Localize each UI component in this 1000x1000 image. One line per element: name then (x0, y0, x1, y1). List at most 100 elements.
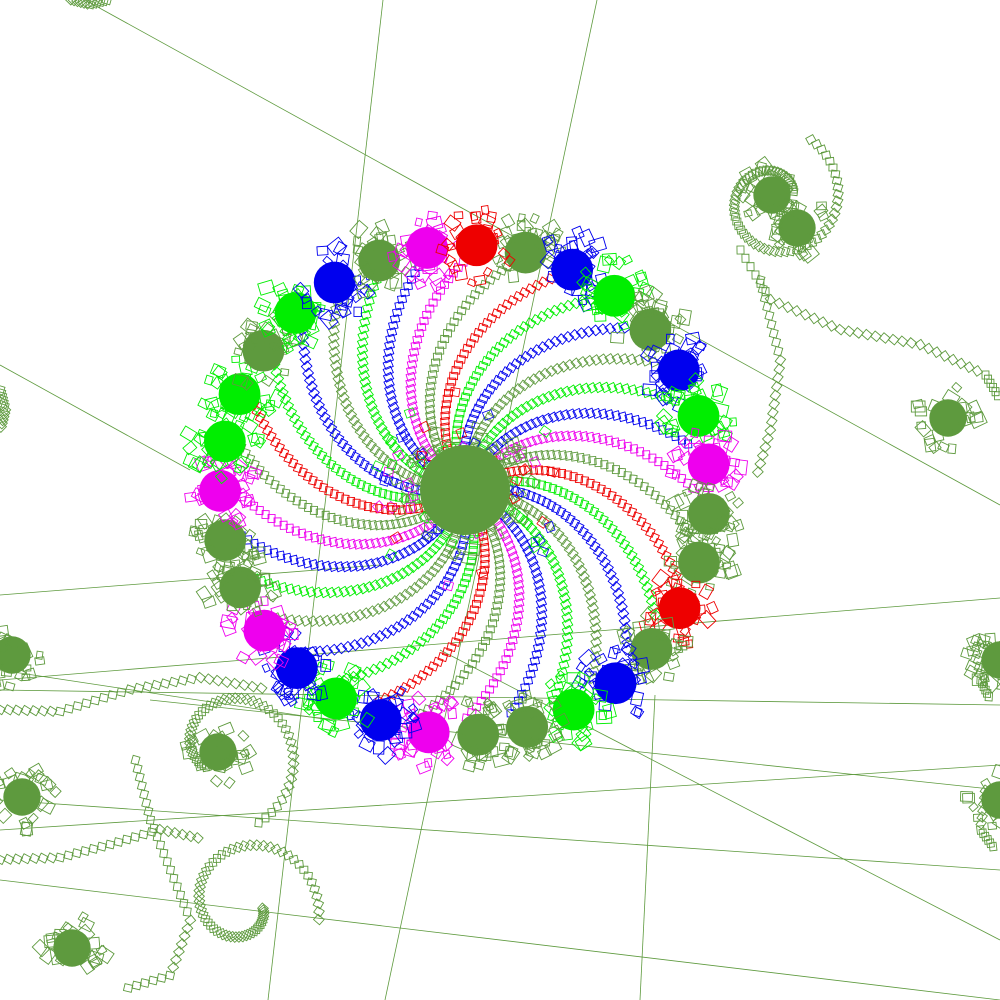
ring-arm-link (341, 442, 353, 454)
ring-cluster-squiggle (595, 710, 613, 725)
ring-arm-link (362, 519, 372, 530)
ring-arm-link (516, 534, 529, 547)
tail-spiral-link (830, 201, 843, 214)
ring-arm-link (624, 412, 635, 424)
ring-arm-link (459, 578, 470, 588)
ring-cluster-squiggle (420, 258, 436, 272)
ring-cluster-squiggle (516, 220, 526, 231)
ring-arm-link (383, 377, 395, 389)
ring-arm-link (596, 484, 606, 495)
ring-arm-link (327, 560, 339, 573)
tail-spiral-link (812, 233, 823, 245)
hub-squiggle (418, 420, 431, 434)
ring-arm (467, 352, 660, 452)
ring-cluster-squiggle (634, 269, 647, 283)
ring-arm-link (386, 327, 398, 338)
ring-cluster-squiggle (685, 539, 696, 549)
satellite-cluster-squiggle (94, 944, 115, 965)
tail-curve-link (162, 856, 172, 867)
satellite-cluster-squiggle (239, 748, 251, 759)
ring-arm-link (299, 429, 312, 442)
ring-arm-link (405, 585, 417, 598)
ring-cluster-squiggle (641, 670, 655, 685)
connector-line (639, 694, 656, 1000)
ring-cluster-squiggle (196, 428, 207, 438)
tail-curve-link (156, 973, 167, 983)
tail-curve-link (131, 980, 142, 991)
satellite-cluster-squiggle (217, 721, 235, 738)
ring-arm-link (385, 436, 398, 449)
ring-cluster-squiggle (388, 731, 404, 745)
ring-arm-link (587, 601, 599, 614)
ring-cluster-squiggle (241, 471, 256, 485)
ring-cluster-squiggle (352, 245, 364, 255)
ring-cluster (491, 689, 571, 766)
ring-cluster-squiggle (374, 218, 390, 236)
ring-cluster-squiggle (663, 671, 675, 682)
ring-arm-link (346, 538, 357, 550)
ring-cluster-squiggle (496, 723, 505, 731)
ring-cluster (231, 309, 305, 391)
ring-arm-link (498, 660, 508, 670)
ring-arm-link (520, 420, 532, 433)
satellite-cluster-squiggle (980, 673, 1000, 694)
satellite-cluster-squiggle (954, 397, 973, 416)
ring-cluster-squiggle (358, 736, 376, 753)
ring-arm-link (270, 479, 280, 490)
ring-cluster-core (657, 349, 700, 392)
ring-arm-link (567, 548, 579, 561)
ring-arm-link (542, 390, 555, 403)
satellite-cluster-squiggle (753, 198, 765, 209)
ring-arm-link (345, 409, 358, 422)
satellite-cluster-squiggle (227, 752, 240, 766)
ring-arm-link (426, 375, 437, 385)
ring-arm-link (354, 455, 366, 467)
ring-cluster-squiggle (696, 486, 710, 501)
ring-cluster-squiggle (278, 624, 294, 642)
hub-cluster-squiggle (486, 441, 502, 457)
ring-cluster-squiggle (698, 429, 713, 444)
ring-cluster-squiggle (497, 247, 511, 261)
tail-curve-link (77, 0, 90, 9)
ring-cluster-squiggle (684, 331, 701, 346)
ring-cluster-squiggle (219, 618, 237, 637)
ring-arm-link (366, 605, 379, 618)
ring-arm-link (389, 594, 402, 607)
ring-arm-link (573, 383, 585, 395)
ring-arm-link (515, 487, 525, 498)
ring-cluster-squiggle (705, 600, 719, 615)
ring-arm-link (572, 559, 585, 571)
satellite-cluster-squiggle (229, 750, 238, 761)
ring-cluster-core (313, 261, 356, 304)
ring-cluster-squiggle (432, 222, 447, 236)
tail-curve-link (28, 704, 41, 717)
hub-squiggle (442, 580, 455, 592)
ring-cluster-squiggle (427, 704, 444, 721)
ring-arm-link (485, 351, 497, 362)
ring-arm-link (525, 435, 538, 448)
ring-cluster-squiggle (217, 373, 232, 389)
ring-arm-link (614, 594, 626, 606)
ring-cluster-squiggle (732, 497, 744, 509)
ring-arm-link (479, 554, 490, 564)
tail-spiral-link (200, 865, 212, 877)
ring-arm-link (406, 395, 418, 407)
ring-cluster-squiggle (710, 383, 724, 398)
tail-curve-link (762, 301, 773, 313)
tail-curve-link (0, 398, 9, 409)
hub-squiggle (384, 500, 399, 514)
hub-squiggle (538, 424, 552, 438)
ring-cluster-squiggle (647, 344, 667, 363)
ring-arm-link (560, 598, 572, 611)
hub-squiggle (371, 500, 386, 514)
ring-arm-link (629, 555, 641, 568)
ring-arm-link (442, 394, 452, 403)
tail-spiral-link (267, 807, 277, 818)
hub-squiggle (449, 386, 461, 398)
ring-arm-link (524, 317, 537, 329)
ring-cluster-squiggle (541, 739, 551, 747)
ring-cluster-squiggle (429, 277, 447, 293)
connector-line (0, 669, 331, 721)
ring-cluster-squiggle (414, 217, 423, 227)
ring-arm-link (602, 518, 614, 530)
